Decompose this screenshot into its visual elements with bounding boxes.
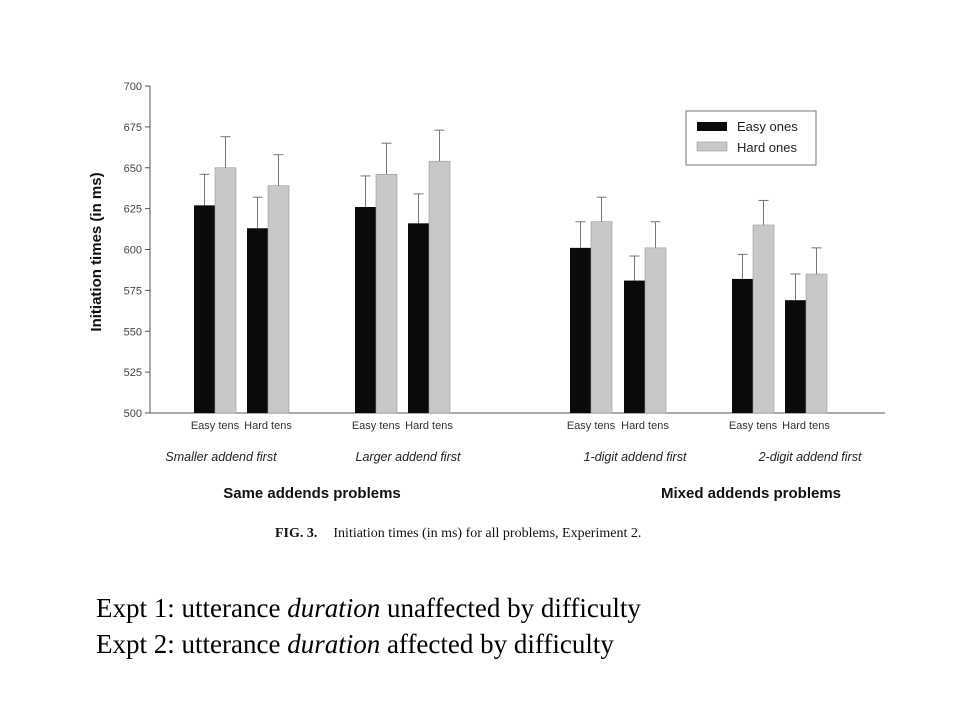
group-label: 1-digit addend first xyxy=(584,450,687,464)
note-2-pre: Expt 2: utterance xyxy=(96,629,288,659)
bar-easy xyxy=(355,206,376,413)
category-label: Easy tens xyxy=(352,420,401,432)
bar-hard xyxy=(375,173,398,414)
legend-swatch-hard xyxy=(696,141,728,152)
slide-notes: Expt 1: utterance duration unaffected by… xyxy=(96,590,641,662)
y-tick-label: 500 xyxy=(124,408,142,420)
bar-easy xyxy=(785,300,806,413)
bar-easy xyxy=(247,228,268,413)
bar-easy xyxy=(408,223,429,413)
bar-hard xyxy=(428,160,451,414)
group-label: Smaller addend first xyxy=(165,450,277,464)
y-tick-label: 550 xyxy=(124,326,142,338)
category-label: Easy tens xyxy=(729,420,778,432)
category-label: Easy tens xyxy=(567,420,616,432)
y-tick-label: 675 xyxy=(124,122,142,134)
category-label: Hard tens xyxy=(621,420,669,432)
note-1-em: duration xyxy=(287,593,381,623)
note-1-post: unaffected by difficulty xyxy=(380,593,641,623)
y-tick-label: 700 xyxy=(124,81,142,93)
note-1-pre: Expt 1: utterance xyxy=(96,593,288,623)
caption-text: Initiation times (in ms) for all problem… xyxy=(333,526,642,541)
y-tick-label: 600 xyxy=(124,245,142,257)
category-label: Hard tens xyxy=(405,420,453,432)
legend-label-easy: Easy ones xyxy=(737,119,798,134)
bar-easy xyxy=(624,280,645,413)
y-axis-title: Initiation times (in ms) xyxy=(88,172,105,331)
bar-hard xyxy=(644,247,667,414)
supergroup-label: Same addends problems xyxy=(223,485,401,502)
note-line-1: Expt 1: utterance duration unaffected by… xyxy=(96,590,641,626)
chart-bars xyxy=(194,129,828,414)
figure-caption: FIG. 3. Initiation times (in ms) for all … xyxy=(275,526,641,542)
category-label: Easy tens xyxy=(191,420,240,432)
chart-legend: Easy ones Hard ones xyxy=(685,110,817,166)
caption-lead: FIG. 3. xyxy=(275,526,318,541)
chart-labels: Initiation times (in ms) Easy tens Hard te… xyxy=(88,172,862,502)
y-tick-label: 625 xyxy=(124,204,142,216)
note-2-em: duration xyxy=(287,629,381,659)
category-label: Hard tens xyxy=(782,420,830,432)
bar-hard xyxy=(590,221,613,414)
bar-easy xyxy=(570,247,591,413)
bar-hard xyxy=(214,167,237,414)
y-tick-label: 650 xyxy=(124,163,142,175)
bar-easy xyxy=(194,205,215,413)
group-label: 2-digit addend first xyxy=(758,450,862,464)
bar-hard xyxy=(267,185,290,414)
y-tick-label: 575 xyxy=(124,285,142,297)
y-tick-label: 525 xyxy=(124,367,142,379)
legend-box xyxy=(685,110,817,166)
category-label: Hard tens xyxy=(244,420,292,432)
note-line-2: Expt 2: utterance duration affected by d… xyxy=(96,626,641,662)
bar-hard xyxy=(752,224,775,414)
supergroup-label: Mixed addends problems xyxy=(661,485,841,502)
legend-swatch-easy xyxy=(697,122,727,131)
legend-label-hard: Hard ones xyxy=(737,140,797,155)
bar-easy xyxy=(732,278,753,413)
bar-chart: 700 675 650 625 600 575 550 525 500 Initiation t… xyxy=(88,81,885,502)
bar-hard xyxy=(805,273,828,414)
note-2-post: affected by difficulty xyxy=(380,629,614,659)
group-label: Larger addend first xyxy=(356,450,461,464)
